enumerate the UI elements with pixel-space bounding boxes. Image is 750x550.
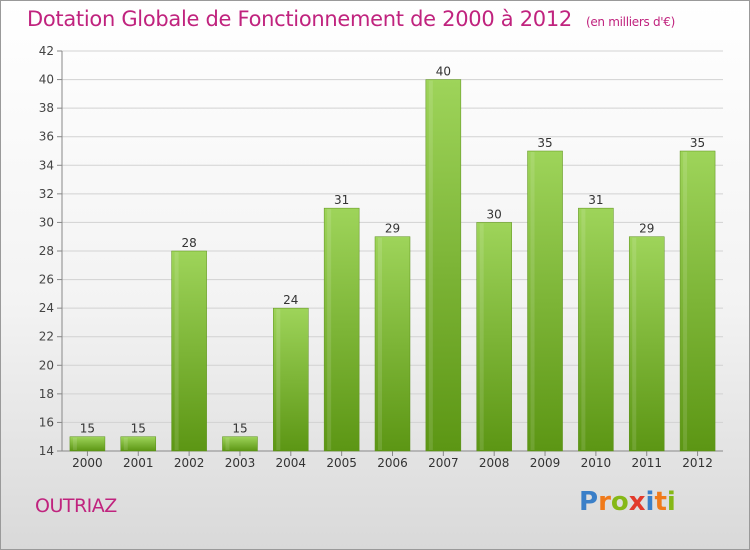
title-text: Dotation Globale de Fonctionnement de 20… [27, 7, 572, 31]
y-tick-label: 26 [39, 273, 54, 287]
logo-letter: P [579, 487, 599, 517]
chart-subtitle: (en milliers d'€) [585, 15, 675, 29]
logo-letter: x [628, 487, 646, 517]
bar-sheen [378, 237, 382, 450]
bar-sheen [530, 152, 535, 450]
town-name: OUTRIAZ [35, 495, 117, 517]
y-tick-label: 24 [39, 301, 54, 315]
x-tick-label: 2012 [682, 456, 713, 470]
bar-sheen [225, 437, 230, 450]
x-tick-label: 2011 [631, 456, 662, 470]
y-tick-label: 20 [39, 358, 54, 372]
y-tick-label: 16 [39, 415, 54, 429]
x-tick-label: 2009 [530, 456, 561, 470]
bar-2006 [374, 236, 411, 452]
data-label-2012: 35 [690, 136, 705, 150]
data-label-2009: 35 [537, 136, 552, 150]
bar-2002 [171, 250, 207, 452]
y-tick-label: 38 [39, 101, 54, 115]
bar-sheen [632, 237, 637, 450]
data-label-2007: 40 [436, 65, 451, 79]
logo-letter: r [598, 487, 611, 517]
bar-2005 [323, 207, 360, 452]
y-tick-label: 40 [39, 73, 54, 87]
proxiti-logo[interactable]: Proxiti [579, 487, 676, 517]
bar-sheen [72, 437, 77, 450]
labels: 14 16 18 20 22 24 26 28 30 32 34 36 38 40 42 2000 15 2001… [39, 44, 713, 470]
bar-2012 [679, 150, 716, 452]
bar-sheen [174, 252, 179, 450]
x-tick-label: 2008 [479, 456, 510, 470]
x-tick-label: 2005 [326, 456, 357, 470]
data-label-2001: 15 [131, 422, 146, 436]
x-tick-label: 2006 [377, 456, 408, 470]
bar-sheen [428, 80, 433, 451]
data-label-2011: 29 [639, 222, 654, 236]
bar-2003 [222, 436, 258, 452]
logo-letter: o [610, 487, 629, 517]
y-tick-label: 42 [39, 44, 54, 58]
x-tick-label: 2000 [72, 456, 103, 470]
data-label-2006: 29 [385, 222, 400, 236]
logo-letter: i [666, 487, 676, 517]
x-tick-label: 2007 [428, 456, 459, 470]
y-tick-label: 18 [39, 387, 54, 401]
data-label-2000: 15 [80, 422, 95, 436]
bar-2001 [120, 436, 157, 452]
x-tick-label: 2002 [174, 456, 205, 470]
y-tick-label: 28 [39, 244, 54, 258]
x-tick-label: 2010 [581, 456, 612, 470]
data-label-2010: 31 [588, 193, 603, 207]
y-tick-label: 22 [39, 330, 54, 344]
bar-2004 [273, 307, 309, 452]
bar-2007 [425, 79, 462, 452]
y-tick-label: 34 [39, 158, 54, 172]
bar-2010 [578, 207, 614, 452]
data-label-2002: 28 [181, 236, 196, 250]
data-label-2008: 30 [487, 207, 502, 221]
logo-letter: t [654, 487, 667, 517]
bar-2009 [527, 150, 563, 452]
chart-title: Dotation Globale de Fonctionnement de 20… [27, 7, 675, 31]
bar-2008 [476, 222, 512, 452]
bar-sheen [479, 223, 484, 450]
x-tick-label: 2004 [276, 456, 307, 470]
x-tick-label: 2003 [225, 456, 256, 470]
data-label-2003: 15 [232, 422, 247, 436]
data-label-2005: 31 [334, 193, 349, 207]
y-tick-label: 14 [39, 444, 54, 458]
y-tick-label: 30 [39, 215, 54, 229]
bar-sheen [581, 209, 586, 450]
logo-letter: i [645, 487, 655, 517]
bar-sheen [123, 437, 128, 450]
bar-2000 [69, 436, 106, 452]
bar-sheen [683, 152, 688, 450]
bar-2011 [628, 236, 665, 452]
y-tick-label: 36 [39, 130, 54, 144]
y-tick-label: 32 [39, 187, 54, 201]
data-label-2004: 24 [283, 293, 298, 307]
bar-sheen [327, 209, 332, 450]
x-tick-label: 2001 [123, 456, 154, 470]
bars [69, 79, 716, 452]
bar-sheen [276, 309, 281, 450]
